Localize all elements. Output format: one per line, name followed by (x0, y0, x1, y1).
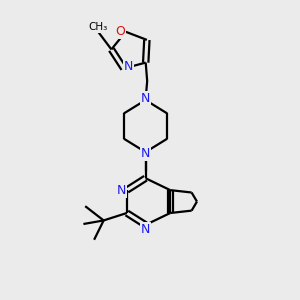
Text: N: N (141, 223, 150, 236)
Text: N: N (141, 92, 150, 105)
Text: CH₃: CH₃ (88, 22, 108, 32)
Text: O: O (116, 25, 125, 38)
Text: N: N (124, 60, 133, 73)
Text: N: N (117, 184, 126, 196)
Text: N: N (141, 147, 150, 160)
